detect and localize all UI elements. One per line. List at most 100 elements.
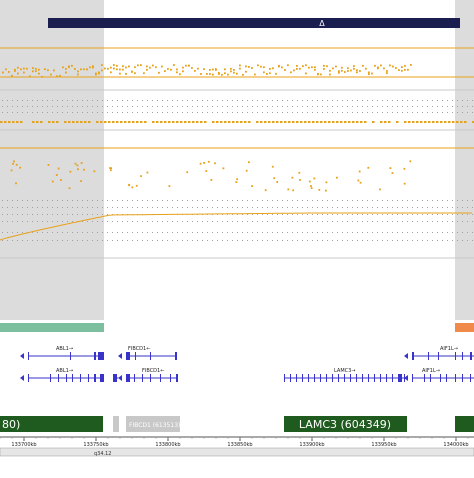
grid-dot xyxy=(187,200,188,201)
grid-dot xyxy=(412,214,413,215)
grid-dot xyxy=(177,240,178,241)
grid-dot xyxy=(32,240,33,241)
grid-dot xyxy=(197,106,198,107)
gene-aif1l-exon xyxy=(462,352,463,360)
gene-lamc3-label: LAMC3→ xyxy=(334,368,356,374)
grid-dot xyxy=(22,100,23,101)
grid-dot xyxy=(317,214,318,215)
grid-dot xyxy=(267,214,268,215)
grid-dot xyxy=(92,100,93,101)
scatter-point xyxy=(191,67,193,69)
grid-dot xyxy=(107,221,108,222)
scatter-point xyxy=(17,66,19,69)
grid-dot xyxy=(97,240,98,241)
grid-dot xyxy=(432,100,433,101)
grid-dot xyxy=(157,240,158,241)
dash-mark xyxy=(144,121,147,123)
omim-box-right[interactable] xyxy=(455,416,474,432)
omim-box-fibcd1[interactable] xyxy=(126,416,180,432)
gene-abl1-b-exon xyxy=(66,374,67,382)
grid-dot xyxy=(387,240,388,241)
grid-dot xyxy=(297,207,298,208)
grid-dot xyxy=(232,221,233,222)
grid-dot xyxy=(7,100,8,101)
grid-dot xyxy=(322,221,323,222)
grid-dot xyxy=(37,100,38,101)
scatter-point xyxy=(71,64,73,67)
scatter-point xyxy=(245,65,247,68)
omim-box-lamc3[interactable] xyxy=(284,416,407,432)
grid-dot xyxy=(87,200,88,201)
scatter-point xyxy=(221,73,223,76)
grid-dot xyxy=(12,240,13,241)
grid-dot xyxy=(102,112,103,113)
grid-dot xyxy=(397,100,398,101)
scatter-point xyxy=(239,67,241,70)
scatter-point xyxy=(185,64,187,67)
grid-dot xyxy=(257,112,258,113)
grid-dot xyxy=(92,240,93,241)
grid-dot xyxy=(197,200,198,201)
grid-dot xyxy=(247,232,248,233)
grid-dot xyxy=(67,100,68,101)
grid-dot xyxy=(312,207,313,208)
grid-dot xyxy=(367,200,368,201)
grid-dot xyxy=(22,106,23,107)
grid-dot xyxy=(102,232,103,233)
grid-dot xyxy=(112,200,113,201)
grid-dot xyxy=(402,100,403,101)
grid-dot xyxy=(242,232,243,233)
grid-dot xyxy=(137,100,138,101)
scatter-point xyxy=(109,167,111,169)
grid-dot xyxy=(302,221,303,222)
grid-dot xyxy=(177,232,178,233)
grid-dot xyxy=(457,221,458,222)
grid-dot xyxy=(187,232,188,233)
dash-mark xyxy=(328,121,331,123)
dash-mark xyxy=(164,121,167,123)
grid-dot xyxy=(422,100,423,101)
grid-dot xyxy=(372,200,373,201)
grid-dot xyxy=(327,200,328,201)
scatter-point xyxy=(207,160,210,163)
omim-box-left[interactable] xyxy=(0,416,103,432)
grid-dot xyxy=(47,106,48,107)
grid-dot xyxy=(302,200,303,201)
navigation-bar[interactable] xyxy=(48,18,460,28)
grid-dot xyxy=(47,207,48,208)
scatter-point xyxy=(326,65,328,68)
scatter-point xyxy=(38,68,40,71)
grid-dot xyxy=(67,240,68,241)
grid-dot xyxy=(127,221,128,222)
grid-dot xyxy=(17,112,18,113)
dash-mark xyxy=(176,121,179,123)
gene-aif1l-label: AIF1L→ xyxy=(440,346,458,352)
grid-dot xyxy=(452,207,453,208)
grid-dot xyxy=(107,232,108,233)
omim-box-grey-small[interactable] xyxy=(113,416,119,432)
grid-dot xyxy=(462,112,463,113)
grid-dot xyxy=(412,112,413,113)
grid-dot xyxy=(42,112,43,113)
grid-dot xyxy=(57,240,58,241)
grid-dot xyxy=(447,240,448,241)
scatter-point xyxy=(12,162,14,165)
dash-mark xyxy=(100,121,103,123)
grid-dot xyxy=(222,200,223,201)
scatter-point xyxy=(347,67,349,70)
dash-mark xyxy=(196,121,199,123)
scatter-point xyxy=(188,64,190,67)
dash-mark xyxy=(256,121,259,123)
grid-dot xyxy=(187,112,188,113)
scatter-point xyxy=(206,73,208,75)
scatter-point xyxy=(182,66,184,69)
grid-dot xyxy=(292,221,293,222)
grid-dot xyxy=(97,214,98,215)
scatter-point xyxy=(203,68,205,70)
gene-track: ABL1→ FIBCD1← AIF1L→ ABL1→ FIBCD1← LAMC3→ AIF1… xyxy=(20,346,474,382)
grid-dot xyxy=(212,221,213,222)
dash-mark xyxy=(436,121,439,123)
grid-dot xyxy=(72,207,73,208)
dash-mark xyxy=(64,121,67,123)
grid-dot xyxy=(427,112,428,113)
